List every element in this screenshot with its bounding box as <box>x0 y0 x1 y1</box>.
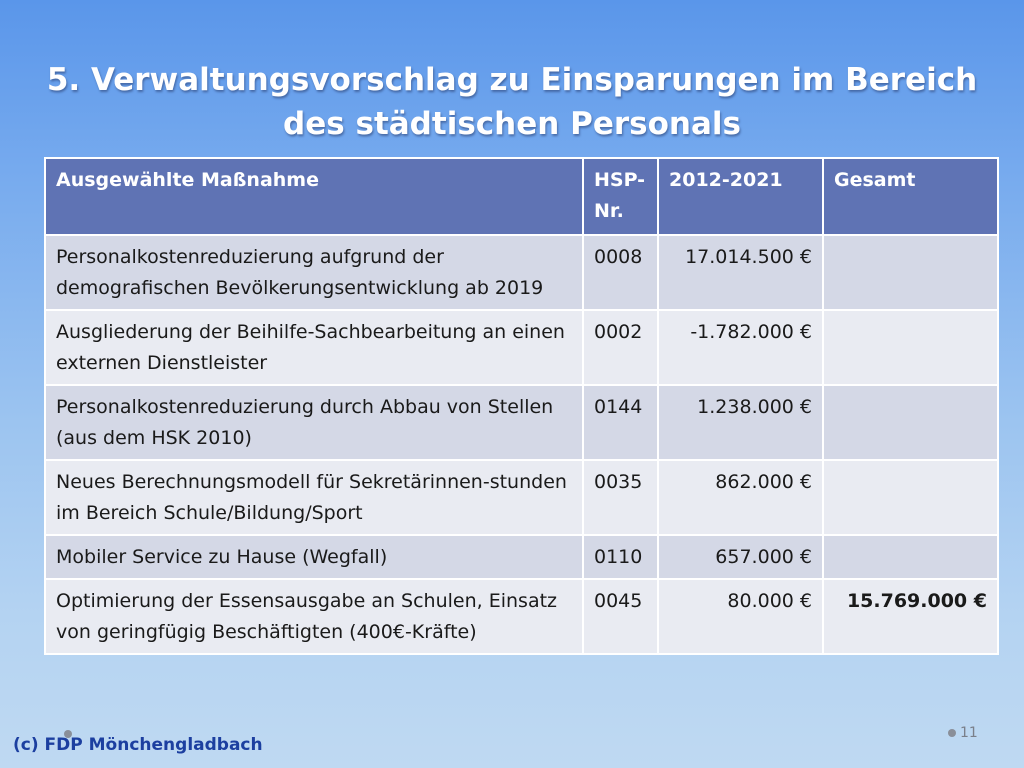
measure-cell: Optimierung der Essensausgabe an Schulen… <box>44 578 584 655</box>
total-cell <box>822 534 999 580</box>
total-cell <box>822 384 999 461</box>
bullet-dot-icon <box>64 730 72 738</box>
amount-cell: -1.782.000 € <box>657 309 824 386</box>
total-cell <box>822 234 999 311</box>
hsp-cell: 0144 <box>582 384 659 461</box>
slide-title-line-2: des städtischen Personals <box>283 106 741 142</box>
amount-cell: 17.014.500 € <box>657 234 824 311</box>
hsp-cell: 0045 <box>582 578 659 655</box>
measure-cell: Ausgliederung der Beihilfe-Sachbearbeitu… <box>44 309 584 386</box>
amount-cell: 862.000 € <box>657 459 824 536</box>
measure-cell: Mobiler Service zu Hause (Wegfall) <box>44 534 584 580</box>
total-cell: 15.769.000 € <box>822 578 999 655</box>
header-total: Gesamt <box>822 157 999 236</box>
slide-title-line-1: 5. Verwaltungsvorschlag zu Einsparungen … <box>46 62 978 98</box>
amount-cell: 80.000 € <box>657 578 824 655</box>
table-row: Ausgliederung der Beihilfe-Sachbearbeitu… <box>44 309 999 386</box>
slide-title: 5. Verwaltungsvorschlag zu Einsparungen … <box>0 58 1024 146</box>
measure-cell: Personalkostenreduzierung durch Abbau vo… <box>44 384 584 461</box>
measure-cell: Neues Berechnungsmodell für Sekretärinne… <box>44 459 584 536</box>
hsp-cell: 0110 <box>582 534 659 580</box>
hsp-cell: 0002 <box>582 309 659 386</box>
header-period: 2012-2021 <box>657 157 824 236</box>
total-cell <box>822 459 999 536</box>
table-row: Optimierung der Essensausgabe an Schulen… <box>44 578 999 655</box>
table-row: Neues Berechnungsmodell für Sekretärinne… <box>44 459 999 536</box>
page-number: 11 <box>960 725 978 741</box>
hsp-cell: 0035 <box>582 459 659 536</box>
table-header-row: Ausgewählte Maßnahme HSP-Nr. 2012-2021 G… <box>44 157 999 236</box>
header-hsp-nr: HSP-Nr. <box>582 157 659 236</box>
table-row: Personalkostenreduzierung aufgrund der d… <box>44 234 999 311</box>
copyright-footer: (c) FDP Mönchengladbach <box>13 735 263 755</box>
savings-table: Ausgewählte Maßnahme HSP-Nr. 2012-2021 G… <box>44 157 999 655</box>
amount-cell: 1.238.000 € <box>657 384 824 461</box>
measure-cell: Personalkostenreduzierung aufgrund der d… <box>44 234 584 311</box>
page-dot-icon <box>948 729 956 737</box>
total-cell <box>822 309 999 386</box>
hsp-cell: 0008 <box>582 234 659 311</box>
table-row: Personalkostenreduzierung durch Abbau vo… <box>44 384 999 461</box>
amount-cell: 657.000 € <box>657 534 824 580</box>
header-measure: Ausgewählte Maßnahme <box>44 157 584 236</box>
table-row: Mobiler Service zu Hause (Wegfall) 0110 … <box>44 534 999 580</box>
